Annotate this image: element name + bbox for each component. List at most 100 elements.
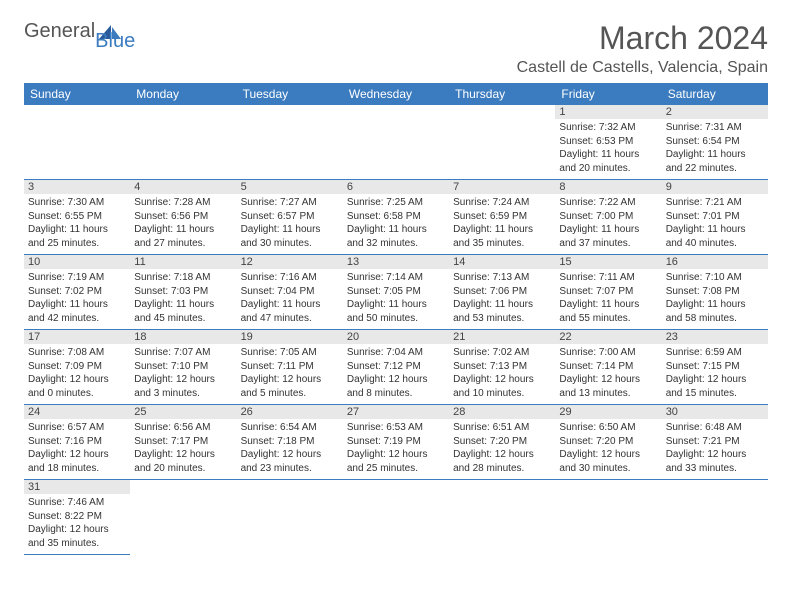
day-number: 23	[662, 330, 768, 344]
day-detail: Daylight: 11 hours	[666, 148, 764, 162]
day-number: 22	[555, 330, 661, 344]
day-detail: Sunrise: 7:02 AM	[453, 346, 551, 360]
day-detail: Sunrise: 7:14 AM	[347, 271, 445, 285]
day-number: 3	[24, 180, 130, 194]
day-detail: Sunrise: 7:08 AM	[28, 346, 126, 360]
calendar-cell: 28Sunrise: 6:51 AMSunset: 7:20 PMDayligh…	[449, 405, 555, 480]
day-number: 25	[130, 405, 236, 419]
day-detail: and 55 minutes.	[559, 312, 657, 326]
day-detail: Sunrise: 7:25 AM	[347, 196, 445, 210]
day-detail: Daylight: 11 hours	[559, 223, 657, 237]
day-detail: Sunrise: 7:18 AM	[134, 271, 232, 285]
day-detail: Daylight: 12 hours	[28, 523, 126, 537]
calendar-cell	[449, 480, 555, 555]
day-detail: Sunset: 7:02 PM	[28, 285, 126, 299]
calendar-cell: 27Sunrise: 6:53 AMSunset: 7:19 PMDayligh…	[343, 405, 449, 480]
day-detail: and 47 minutes.	[241, 312, 339, 326]
day-detail: Sunset: 7:18 PM	[241, 435, 339, 449]
day-detail: and 20 minutes.	[134, 462, 232, 476]
day-detail: and 10 minutes.	[453, 387, 551, 401]
day-detail: Daylight: 11 hours	[28, 298, 126, 312]
day-detail: and 35 minutes.	[28, 537, 126, 551]
day-detail: and 30 minutes.	[559, 462, 657, 476]
day-detail: Sunset: 7:20 PM	[453, 435, 551, 449]
day-detail: Daylight: 11 hours	[134, 223, 232, 237]
day-detail: Sunset: 6:59 PM	[453, 210, 551, 224]
calendar-cell: 22Sunrise: 7:00 AMSunset: 7:14 PMDayligh…	[555, 330, 661, 405]
month-title: March 2024	[517, 20, 768, 57]
day-number: 10	[24, 255, 130, 269]
day-detail: and 33 minutes.	[666, 462, 764, 476]
calendar-cell: 2Sunrise: 7:31 AMSunset: 6:54 PMDaylight…	[662, 105, 768, 180]
calendar-cell	[130, 105, 236, 180]
calendar-cell: 15Sunrise: 7:11 AMSunset: 7:07 PMDayligh…	[555, 255, 661, 330]
day-number: 19	[237, 330, 343, 344]
day-detail: Sunrise: 7:10 AM	[666, 271, 764, 285]
day-number: 20	[343, 330, 449, 344]
day-detail: Sunset: 7:09 PM	[28, 360, 126, 374]
day-detail: Sunrise: 7:30 AM	[28, 196, 126, 210]
day-detail: Daylight: 12 hours	[453, 448, 551, 462]
calendar-cell: 5Sunrise: 7:27 AMSunset: 6:57 PMDaylight…	[237, 180, 343, 255]
day-number: 6	[343, 180, 449, 194]
day-number: 8	[555, 180, 661, 194]
day-detail: Daylight: 12 hours	[28, 373, 126, 387]
day-number: 18	[130, 330, 236, 344]
day-detail: Daylight: 11 hours	[347, 223, 445, 237]
calendar-cell: 12Sunrise: 7:16 AMSunset: 7:04 PMDayligh…	[237, 255, 343, 330]
day-detail: and 3 minutes.	[134, 387, 232, 401]
day-number: 17	[24, 330, 130, 344]
day-detail: Sunset: 6:54 PM	[666, 135, 764, 149]
day-detail: Sunset: 7:06 PM	[453, 285, 551, 299]
day-detail: Sunset: 7:19 PM	[347, 435, 445, 449]
day-detail: Sunrise: 6:59 AM	[666, 346, 764, 360]
calendar-cell: 23 Sunrise: 6:59 AMSunset: 7:15 PMDayligh…	[662, 330, 768, 405]
day-detail: and 58 minutes.	[666, 312, 764, 326]
calendar-cell	[237, 105, 343, 180]
day-number: 14	[449, 255, 555, 269]
day-number: 5	[237, 180, 343, 194]
day-detail: Sunset: 7:07 PM	[559, 285, 657, 299]
day-detail: and 13 minutes.	[559, 387, 657, 401]
day-detail: Daylight: 12 hours	[666, 448, 764, 462]
day-number: 4	[130, 180, 236, 194]
day-detail: Sunset: 7:15 PM	[666, 360, 764, 374]
day-number: 16	[662, 255, 768, 269]
day-detail: Daylight: 11 hours	[666, 298, 764, 312]
day-detail: Sunrise: 7:04 AM	[347, 346, 445, 360]
day-detail: Daylight: 11 hours	[666, 223, 764, 237]
calendar-cell: 10Sunrise: 7:19 AMSunset: 7:02 PMDayligh…	[24, 255, 130, 330]
day-detail: Daylight: 12 hours	[666, 373, 764, 387]
calendar-row: 17Sunrise: 7:08 AMSunset: 7:09 PMDayligh…	[24, 330, 768, 405]
calendar-row: 3Sunrise: 7:30 AMSunset: 6:55 PMDaylight…	[24, 180, 768, 255]
logo-blue: Blue	[95, 30, 135, 52]
calendar-cell: 18Sunrise: 7:07 AMSunset: 7:10 PMDayligh…	[130, 330, 236, 405]
day-detail: Sunrise: 7:13 AM	[453, 271, 551, 285]
calendar-cell	[237, 480, 343, 555]
day-number: 21	[449, 330, 555, 344]
calendar-cell: 11Sunrise: 7:18 AMSunset: 7:03 PMDayligh…	[130, 255, 236, 330]
day-number: 11	[130, 255, 236, 269]
day-number: 12	[237, 255, 343, 269]
calendar-cell: 30Sunrise: 6:48 AMSunset: 7:21 PMDayligh…	[662, 405, 768, 480]
day-detail: and 18 minutes.	[28, 462, 126, 476]
day-detail: Sunset: 7:00 PM	[559, 210, 657, 224]
day-detail: and 35 minutes.	[453, 237, 551, 251]
day-detail: Daylight: 11 hours	[347, 298, 445, 312]
weekday-header: Tuesday	[237, 83, 343, 105]
day-number: 7	[449, 180, 555, 194]
calendar-cell: 1Sunrise: 7:32 AMSunset: 6:53 PMDaylight…	[555, 105, 661, 180]
day-detail: Daylight: 11 hours	[453, 223, 551, 237]
day-detail: Daylight: 11 hours	[559, 298, 657, 312]
day-detail: Sunset: 6:58 PM	[347, 210, 445, 224]
day-detail: and 37 minutes.	[559, 237, 657, 251]
day-detail: Sunset: 8:22 PM	[28, 510, 126, 524]
day-detail: Sunrise: 7:46 AM	[28, 496, 126, 510]
calendar-cell: 31Sunrise: 7:46 AMSunset: 8:22 PMDayligh…	[24, 480, 130, 555]
day-number: 1	[555, 105, 661, 119]
weekday-header: Sunday	[24, 83, 130, 105]
calendar-cell: 17 Sunrise: 7:08 AMSunset: 7:09 PMDayligh…	[24, 330, 130, 405]
day-detail: Sunset: 7:20 PM	[559, 435, 657, 449]
day-detail: and 50 minutes.	[347, 312, 445, 326]
day-detail: Sunrise: 7:24 AM	[453, 196, 551, 210]
